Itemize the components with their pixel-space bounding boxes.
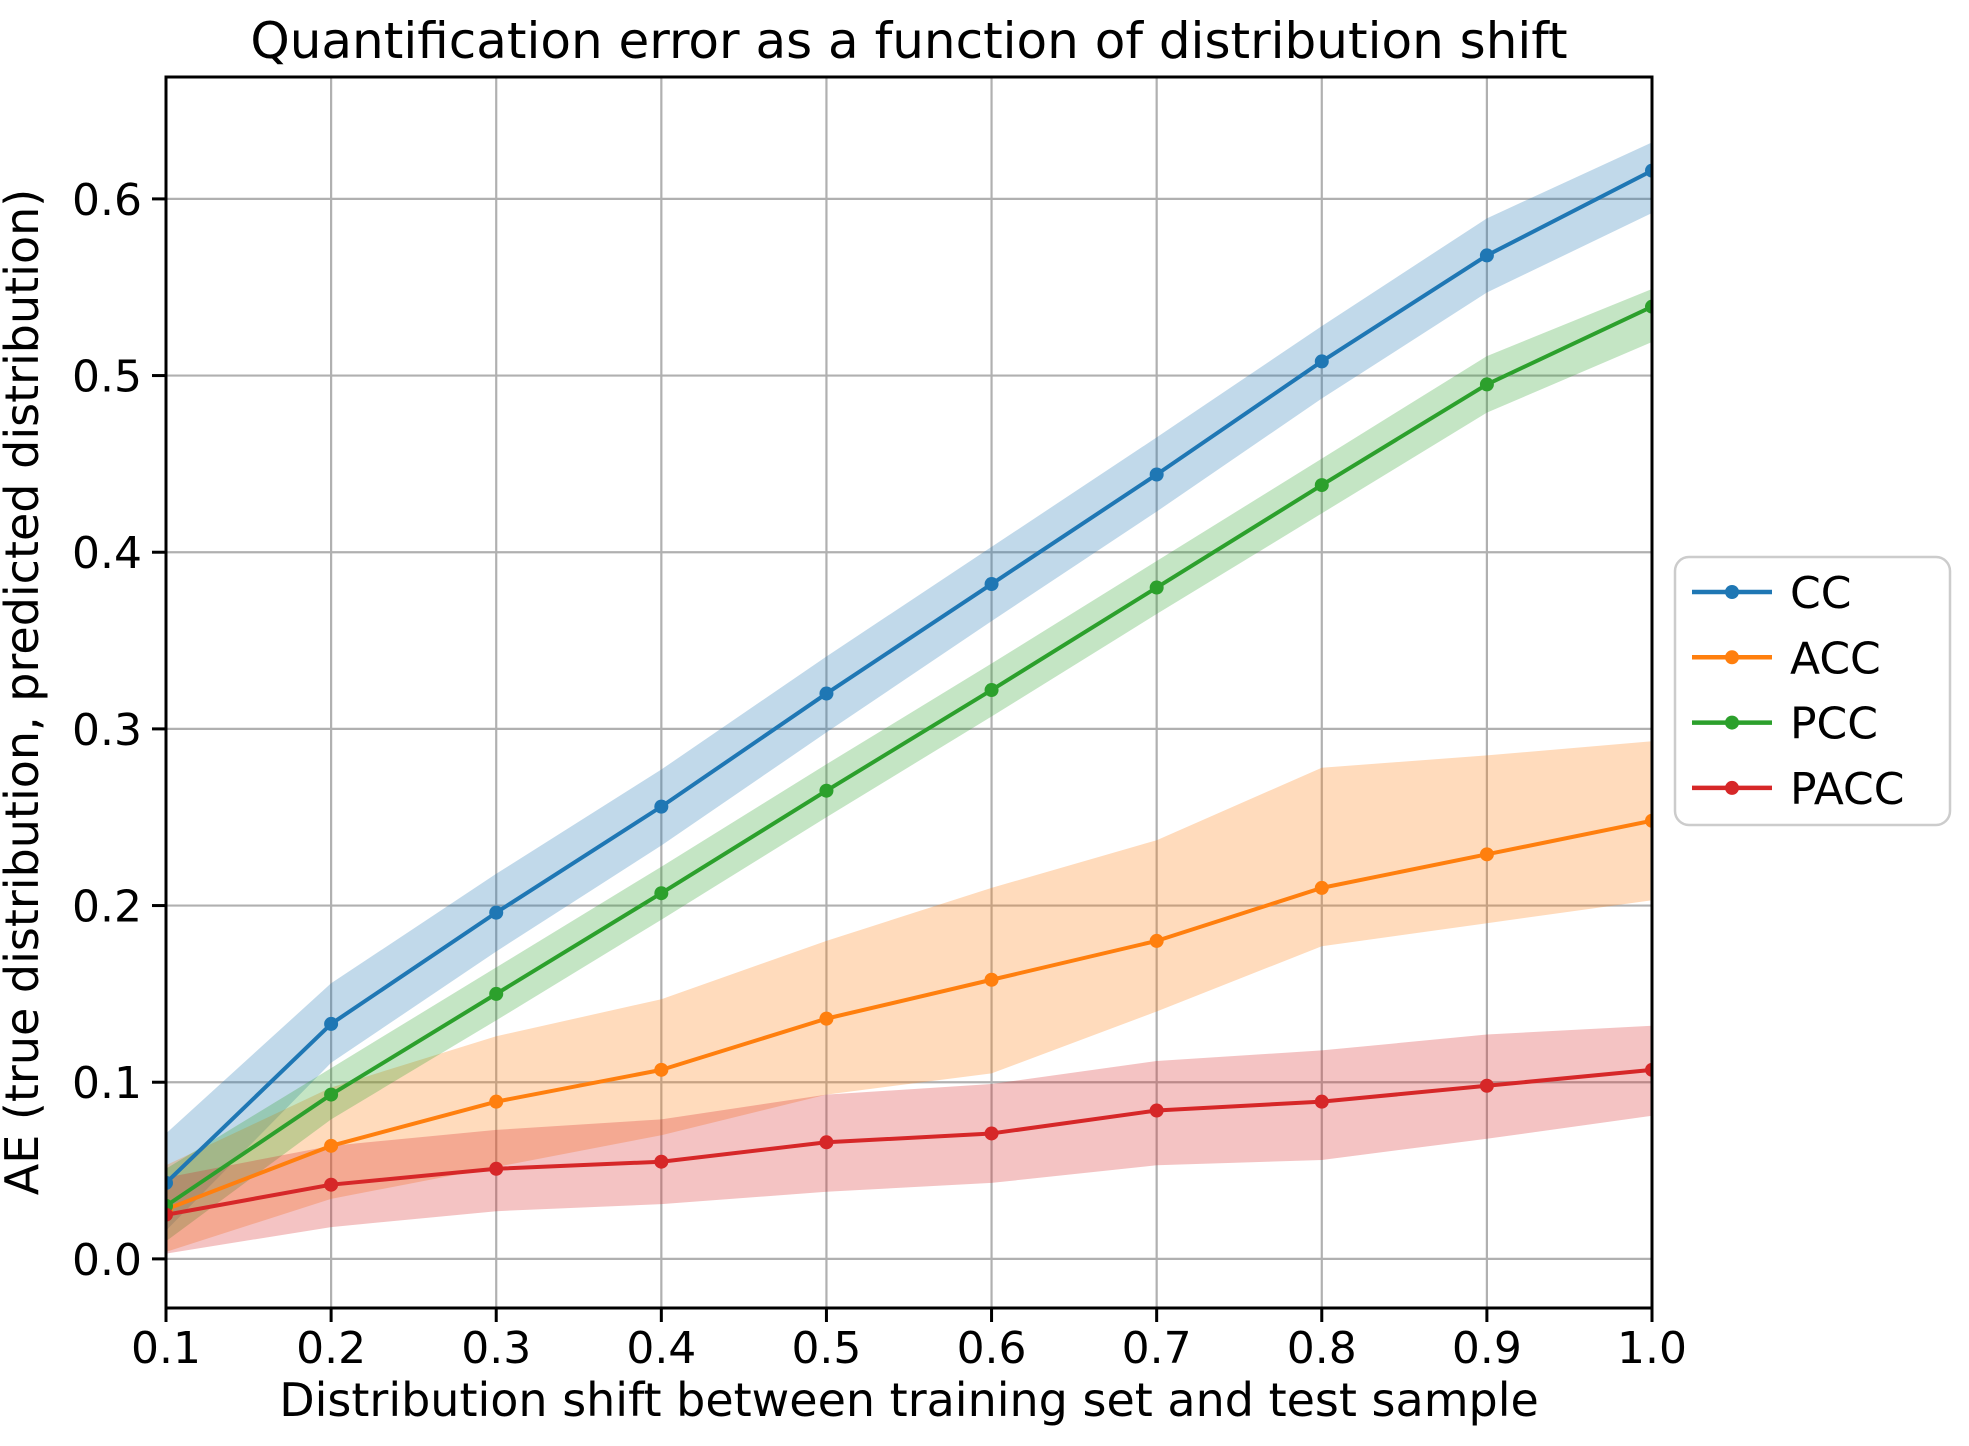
- legend-entry-acc: ACC: [1692, 633, 1881, 684]
- cc-confidence-band: [166, 142, 1652, 1231]
- legend: CC ACC PCC PACC: [1673, 555, 1952, 827]
- pacc-marker: [1314, 1094, 1329, 1109]
- pacc-marker: [324, 1177, 339, 1192]
- tick-layer: 0.1 0.2 0.3 0.4 0.5 0.6 0.7 0.8 0.9 1.0 0.0 0.1 0.2 0…: [72, 175, 1687, 1374]
- pacc-marker: [1645, 1062, 1652, 1077]
- acc-confidence-band: [166, 741, 1652, 1252]
- acc-marker: [1149, 933, 1164, 948]
- acc-marker: [1314, 880, 1329, 895]
- pacc-marker: [654, 1154, 669, 1169]
- legend-entry-pcc: PCC: [1692, 699, 1878, 750]
- cc-marker: [1314, 354, 1329, 369]
- acc-line: [166, 818, 1652, 1212]
- pacc-line: [166, 1067, 1652, 1217]
- cc-marker: [819, 686, 834, 701]
- legend-label: CC: [1790, 568, 1851, 619]
- legend-sample-marker: [1725, 650, 1739, 665]
- acc-marker: [1479, 847, 1494, 862]
- pcc-marker: [819, 783, 834, 798]
- y-tick-label: 0.6: [72, 175, 142, 226]
- x-tick-label: 0.4: [626, 1323, 696, 1374]
- acc-marker: [984, 972, 999, 987]
- legend-sample-marker: [1725, 780, 1739, 795]
- acc-marker: [1645, 813, 1652, 828]
- pcc-marker: [1149, 580, 1164, 595]
- pcc-confidence-band: [166, 288, 1652, 1242]
- x-tick-label: 0.3: [461, 1323, 531, 1374]
- acc-marker: [489, 1094, 504, 1109]
- x-tick-label: 1.0: [1617, 1323, 1687, 1374]
- y-tick-label: 0.2: [72, 882, 142, 933]
- cc-marker: [324, 1016, 339, 1031]
- x-tick-label: 0.2: [296, 1323, 366, 1374]
- pcc-marker: [1645, 299, 1652, 314]
- legend-sample-marker: [1725, 715, 1739, 730]
- y-tick-label: 0.4: [72, 528, 142, 579]
- acc-marker: [654, 1062, 669, 1077]
- legend-label: PACC: [1790, 764, 1905, 815]
- cc-marker: [984, 577, 999, 592]
- y-tick-label: 0.1: [72, 1058, 142, 1109]
- legend-sample-marker: [1725, 585, 1739, 599]
- pcc-marker: [984, 683, 999, 698]
- pcc-marker: [489, 986, 504, 1001]
- x-tick-label: 0.9: [1452, 1323, 1522, 1374]
- pcc-marker: [654, 886, 669, 901]
- pacc-marker: [1479, 1078, 1494, 1093]
- cc-line: [166, 168, 1652, 1185]
- pcc-line: [166, 304, 1652, 1208]
- x-tick-label: 0.7: [1122, 1323, 1192, 1374]
- cc-marker: [1479, 248, 1494, 263]
- chart-title: Quantification error as a function of di…: [250, 12, 1567, 70]
- cc-marker: [489, 905, 504, 920]
- legend-entry-cc: CC: [1692, 568, 1851, 619]
- pacc-marker: [984, 1126, 999, 1141]
- plot-border: [164, 75, 1654, 1310]
- legend-label: ACC: [1790, 633, 1881, 684]
- legend-entry-pacc: PACC: [1692, 764, 1905, 815]
- y-axis-label: AE (true distribution, predicted distrib…: [0, 189, 49, 1195]
- pacc-marker: [819, 1135, 834, 1150]
- x-tick-label: 0.5: [791, 1323, 861, 1374]
- cc-marker: [1645, 163, 1652, 178]
- x-tick-label: 0.6: [957, 1323, 1027, 1374]
- legend-box: [1673, 555, 1952, 827]
- series-line-layer: [166, 163, 1652, 1222]
- acc-marker: [324, 1138, 339, 1153]
- cc-marker: [1149, 467, 1164, 482]
- x-tick-label: 0.1: [131, 1323, 201, 1374]
- x-axis-label: Distribution shift between training set …: [279, 1373, 1539, 1427]
- cc-marker: [654, 799, 669, 814]
- cc-marker: [166, 1175, 173, 1190]
- confidence-band-layer: [166, 142, 1652, 1254]
- pcc-marker: [324, 1087, 339, 1102]
- acc-marker: [819, 1011, 834, 1026]
- pacc-marker: [1149, 1103, 1164, 1118]
- pcc-marker: [1479, 377, 1494, 392]
- pacc-marker: [489, 1161, 504, 1176]
- pcc-marker: [1314, 478, 1329, 493]
- legend-label: PCC: [1790, 699, 1878, 750]
- y-tick-label: 0.0: [72, 1235, 142, 1286]
- pacc-marker: [166, 1207, 173, 1222]
- y-tick-label: 0.3: [72, 705, 142, 756]
- y-tick-label: 0.5: [72, 352, 142, 403]
- x-tick-label: 0.8: [1287, 1323, 1357, 1374]
